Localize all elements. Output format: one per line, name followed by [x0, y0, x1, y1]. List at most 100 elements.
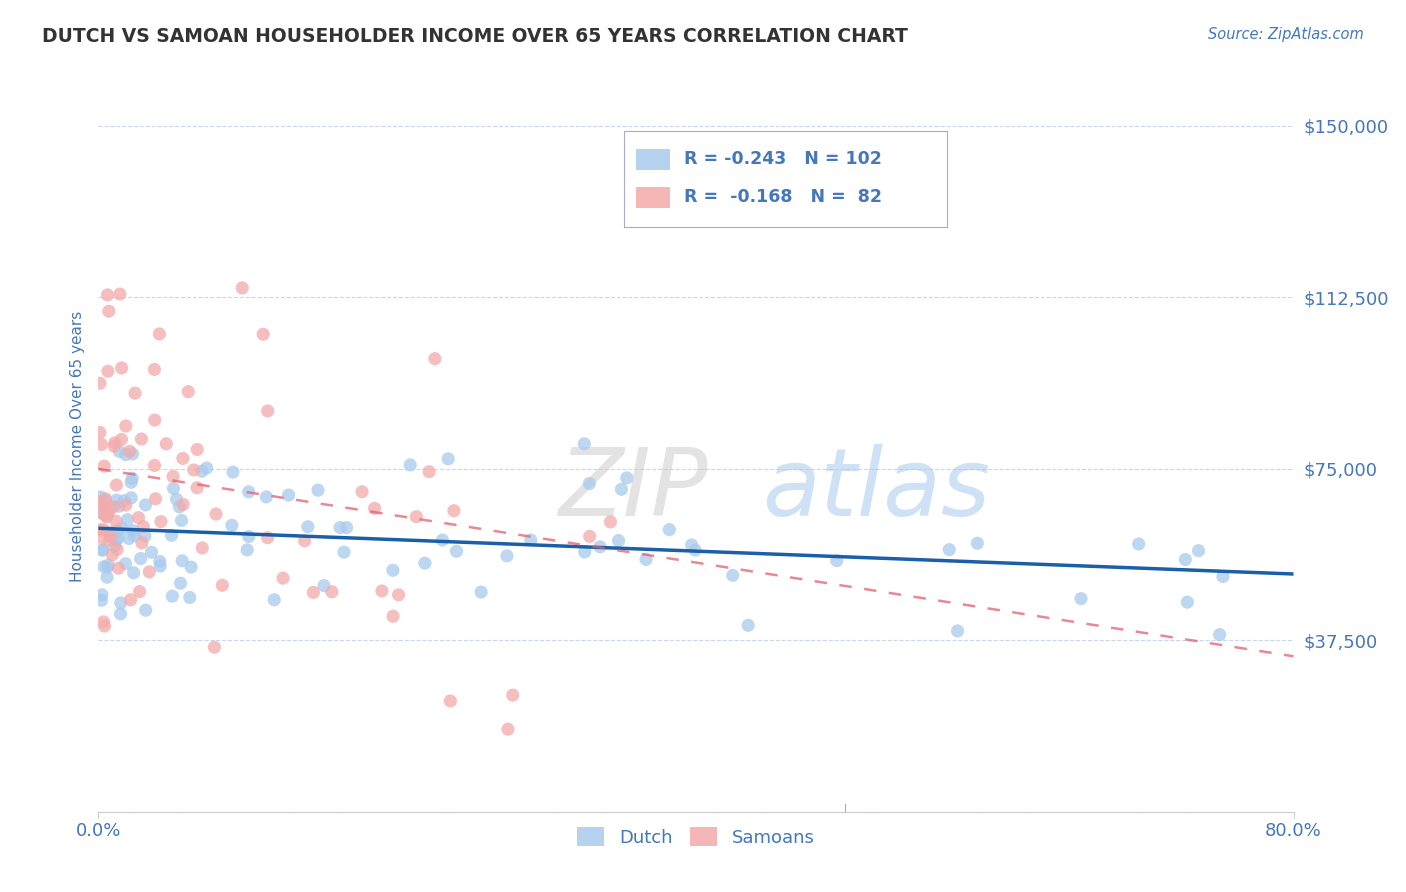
Point — [114, 557, 136, 571]
Point — [1187, 543, 1209, 558]
Point — [254, 490, 277, 504]
Point — [90, 490, 112, 504]
Point — [141, 545, 163, 559]
Point — [96, 288, 118, 302]
Point — [131, 432, 153, 446]
Point — [124, 528, 146, 542]
Point — [221, 518, 243, 533]
Point — [89, 376, 111, 391]
Point — [496, 549, 519, 563]
Point — [97, 304, 120, 318]
Point — [721, 568, 744, 582]
Point — [169, 500, 191, 514]
Point — [149, 515, 172, 529]
Point — [169, 576, 191, 591]
Point — [179, 591, 201, 605]
Point — [312, 579, 335, 593]
Point — [105, 478, 128, 492]
Point — [96, 508, 118, 523]
Point — [737, 618, 759, 632]
Point — [363, 501, 385, 516]
Point — [118, 444, 141, 458]
Point — [256, 531, 278, 545]
Point — [149, 559, 172, 574]
Point — [93, 559, 115, 574]
Point — [443, 504, 465, 518]
Point — [202, 640, 225, 655]
Point — [946, 624, 969, 638]
Point — [432, 533, 454, 547]
Point — [111, 361, 134, 376]
Point — [162, 589, 184, 603]
Point — [382, 609, 405, 624]
Point — [96, 509, 118, 524]
Point — [105, 542, 128, 557]
Point — [96, 570, 118, 584]
Point — [1128, 537, 1150, 551]
Point — [149, 554, 172, 568]
Point — [103, 500, 125, 514]
Point — [413, 556, 436, 570]
Point — [97, 558, 120, 572]
Point — [134, 529, 156, 543]
Text: R = -0.243   N = 102: R = -0.243 N = 102 — [685, 150, 882, 169]
Point — [1208, 627, 1230, 641]
Point — [110, 433, 132, 447]
Point — [186, 442, 208, 457]
Point — [121, 471, 143, 485]
Point — [211, 578, 233, 592]
Point — [271, 571, 294, 585]
Point — [89, 495, 111, 509]
Point — [117, 513, 139, 527]
Point — [104, 533, 127, 547]
Point — [681, 538, 703, 552]
Point — [115, 419, 138, 434]
Point — [110, 607, 132, 621]
Point — [91, 588, 114, 602]
Point — [121, 447, 143, 461]
Point — [93, 459, 115, 474]
Point — [371, 584, 394, 599]
Point — [352, 484, 374, 499]
Point — [155, 436, 177, 450]
Point — [90, 593, 112, 607]
Point — [94, 491, 117, 506]
Point — [938, 542, 960, 557]
Point — [108, 287, 131, 301]
Point — [101, 548, 124, 562]
Point — [502, 688, 524, 702]
Point — [111, 521, 134, 535]
Point — [252, 327, 274, 342]
Point — [277, 488, 299, 502]
Point — [114, 493, 136, 508]
Point — [177, 384, 200, 399]
Point — [183, 463, 205, 477]
Legend: Dutch, Samoans: Dutch, Samoans — [569, 820, 823, 854]
Point — [143, 362, 166, 376]
Point — [108, 444, 131, 458]
Point — [96, 560, 118, 574]
Point — [172, 451, 194, 466]
Point — [578, 529, 600, 543]
Point — [89, 425, 111, 440]
Point — [162, 482, 184, 496]
Point — [256, 404, 278, 418]
Point — [143, 413, 166, 427]
Point — [93, 619, 115, 633]
Point — [91, 532, 114, 546]
Point — [135, 603, 157, 617]
Point — [966, 536, 988, 550]
Point — [297, 520, 319, 534]
Point — [114, 448, 136, 462]
Point — [191, 464, 214, 478]
Point — [186, 481, 208, 495]
Point — [138, 565, 160, 579]
Point — [105, 514, 128, 528]
Point — [519, 533, 541, 547]
Point — [104, 435, 127, 450]
Point — [336, 520, 359, 534]
Point — [93, 507, 115, 521]
Point — [128, 510, 150, 524]
Point — [98, 525, 121, 540]
Point — [170, 513, 193, 527]
